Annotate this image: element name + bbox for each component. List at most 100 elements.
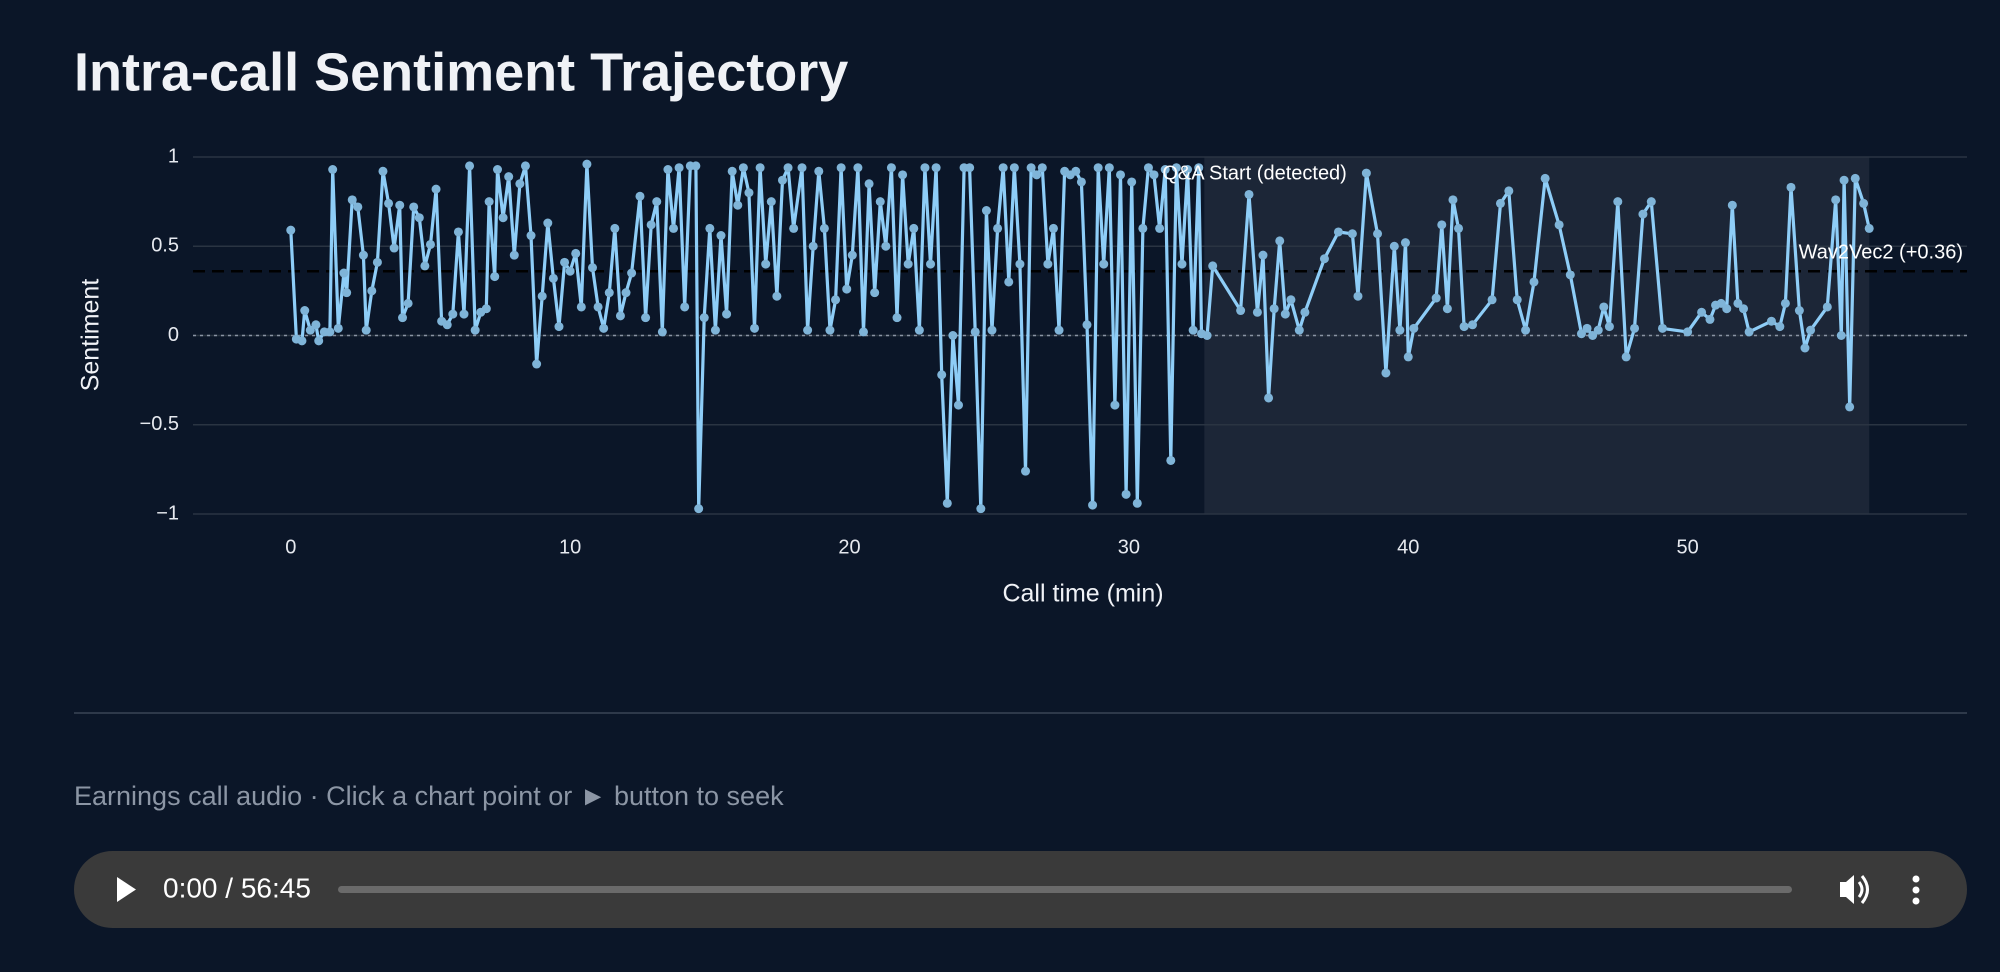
data-point[interactable]: [498, 213, 508, 223]
data-point[interactable]: [593, 302, 603, 312]
data-point[interactable]: [1733, 298, 1743, 308]
data-point[interactable]: [1149, 170, 1159, 180]
data-point[interactable]: [1021, 466, 1031, 476]
data-point[interactable]: [1236, 306, 1246, 316]
data-point[interactable]: [1529, 277, 1539, 287]
data-point[interactable]: [314, 336, 324, 346]
data-point[interactable]: [1048, 223, 1058, 233]
data-point[interactable]: [1088, 500, 1098, 510]
data-point[interactable]: [1264, 393, 1274, 403]
data-point[interactable]: [1155, 223, 1165, 233]
data-point[interactable]: [1448, 195, 1458, 205]
data-point[interactable]: [727, 166, 737, 176]
data-point[interactable]: [1839, 175, 1849, 185]
data-point[interactable]: [1132, 498, 1142, 508]
data-point[interactable]: [470, 325, 480, 335]
data-point[interactable]: [1347, 229, 1357, 239]
data-point[interactable]: [1727, 200, 1737, 210]
data-point[interactable]: [744, 188, 754, 198]
data-point[interactable]: [1540, 173, 1550, 183]
data-point[interactable]: [931, 163, 941, 173]
data-point[interactable]: [1582, 323, 1592, 333]
data-point[interactable]: [1683, 327, 1693, 337]
data-point[interactable]: [965, 163, 975, 173]
data-point[interactable]: [1202, 331, 1212, 340]
data-point[interactable]: [448, 309, 458, 319]
data-point[interactable]: [831, 295, 841, 305]
data-point[interactable]: [1015, 259, 1025, 269]
data-point[interactable]: [587, 263, 597, 273]
data-point[interactable]: [926, 259, 936, 269]
data-point[interactable]: [1280, 309, 1290, 319]
data-point[interactable]: [652, 197, 662, 207]
data-point[interactable]: [425, 239, 435, 249]
data-point[interactable]: [532, 359, 542, 369]
data-point[interactable]: [333, 323, 343, 333]
data-point[interactable]: [903, 259, 913, 269]
data-point[interactable]: [1744, 327, 1754, 337]
data-point[interactable]: [842, 284, 852, 294]
data-point[interactable]: [1300, 307, 1310, 317]
data-point[interactable]: [853, 163, 863, 173]
data-point[interactable]: [1194, 163, 1204, 173]
data-point[interactable]: [627, 268, 637, 278]
data-point[interactable]: [548, 273, 558, 283]
data-point[interactable]: [353, 202, 363, 212]
data-point[interactable]: [1504, 186, 1514, 196]
data-point[interactable]: [1333, 227, 1343, 237]
data-point[interactable]: [993, 223, 1003, 233]
data-point[interactable]: [1258, 250, 1268, 260]
data-point[interactable]: [1521, 325, 1531, 335]
data-point[interactable]: [892, 313, 902, 323]
data-point[interactable]: [716, 231, 726, 241]
data-point[interactable]: [635, 191, 645, 201]
data-point[interactable]: [300, 306, 310, 316]
data-point[interactable]: [1183, 164, 1193, 174]
data-point[interactable]: [1775, 322, 1785, 332]
data-point[interactable]: [1593, 325, 1603, 335]
data-point[interactable]: [1127, 177, 1137, 187]
data-point[interactable]: [537, 291, 547, 301]
data-point[interactable]: [970, 327, 980, 337]
data-point[interactable]: [772, 291, 782, 301]
play-button[interactable]: [117, 877, 136, 902]
data-point[interactable]: [604, 288, 614, 298]
data-point[interactable]: [858, 327, 868, 337]
progress-bar[interactable]: [338, 886, 1792, 893]
data-point[interactable]: [378, 166, 388, 176]
data-point[interactable]: [1373, 229, 1383, 239]
data-point[interactable]: [789, 223, 799, 233]
data-point[interactable]: [615, 311, 625, 321]
data-point[interactable]: [1319, 254, 1329, 264]
data-point[interactable]: [347, 195, 357, 205]
data-point[interactable]: [342, 288, 352, 298]
data-point[interactable]: [1177, 259, 1187, 269]
data-point[interactable]: [509, 250, 519, 260]
data-point[interactable]: [783, 163, 793, 173]
data-point[interactable]: [367, 286, 377, 296]
data-point[interactable]: [431, 184, 441, 194]
data-point[interactable]: [881, 241, 891, 251]
data-point[interactable]: [297, 336, 307, 346]
data-point[interactable]: [680, 302, 690, 312]
data-point[interactable]: [920, 163, 930, 173]
data-point[interactable]: [286, 225, 296, 235]
data-point[interactable]: [814, 166, 824, 176]
data-point[interactable]: [948, 331, 958, 340]
data-point[interactable]: [750, 323, 760, 333]
data-point[interactable]: [699, 313, 709, 323]
data-point[interactable]: [1188, 325, 1198, 335]
data-point[interactable]: [870, 288, 880, 298]
data-point[interactable]: [1766, 316, 1776, 326]
data-point[interactable]: [384, 198, 394, 208]
data-point[interactable]: [1780, 298, 1790, 308]
data-point[interactable]: [1099, 259, 1109, 269]
data-point[interactable]: [942, 498, 952, 508]
data-point[interactable]: [1722, 304, 1732, 314]
data-point[interactable]: [361, 325, 371, 335]
data-point[interactable]: [1850, 173, 1860, 183]
data-point[interactable]: [914, 325, 924, 335]
data-point[interactable]: [738, 163, 748, 173]
data-point[interactable]: [599, 323, 609, 333]
data-point[interactable]: [1554, 220, 1564, 230]
